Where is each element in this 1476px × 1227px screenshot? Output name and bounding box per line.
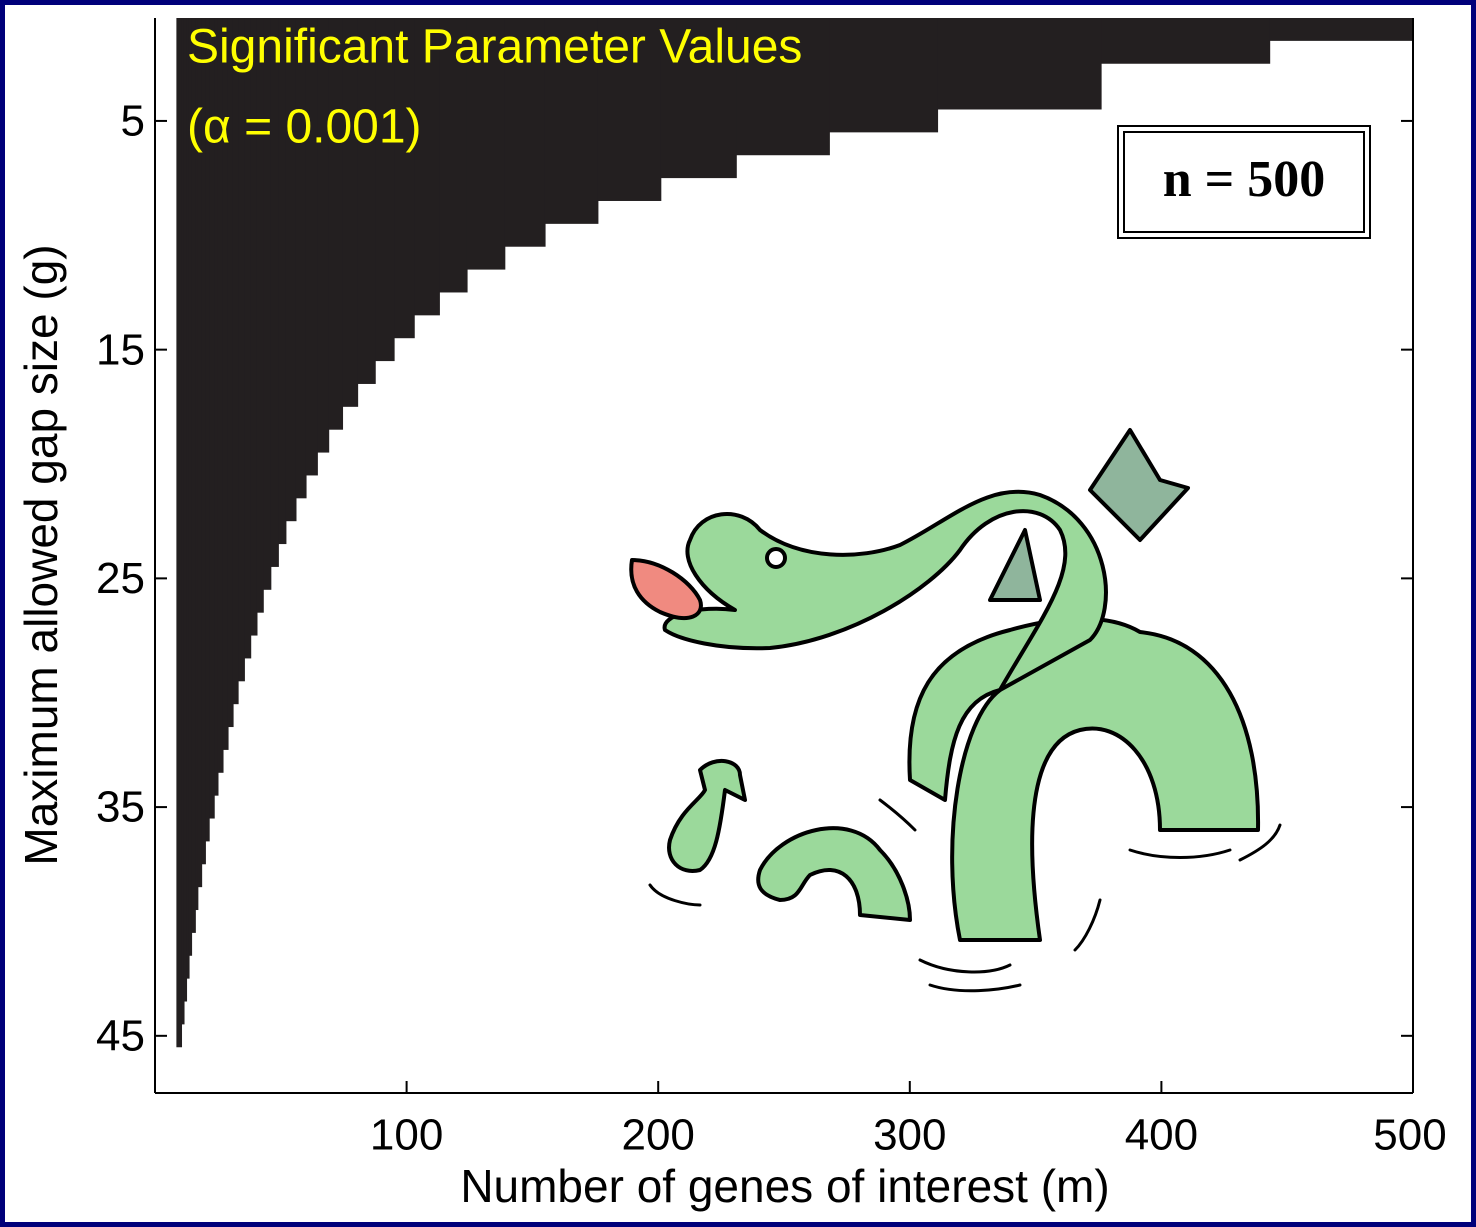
x-tick-label: 100 [370,1111,443,1160]
significant-region [191,18,195,933]
significant-region [937,18,1101,109]
significant-region [286,18,297,521]
x-tick-label: 400 [1125,1111,1198,1160]
annotation: n = 500 [1163,151,1326,208]
y-tick-label: 25 [96,554,145,603]
x-tick-label: 300 [873,1111,946,1160]
significant-region [296,18,307,498]
chart: Significant Parameter Values (α = 0.001)… [0,0,1476,1227]
y-tick-label: 35 [96,783,145,832]
significant-region [1101,18,1270,64]
y-tick-label: 5 [121,97,145,146]
y-axis-label: Maximum allowed gap size (g) [15,244,67,865]
chart-title: Significant Parameter Values [187,21,802,74]
significant-region [176,18,182,1047]
significant-region [317,18,329,453]
significant-region [342,18,358,407]
significant-region [278,18,286,544]
chart-subtitle: (α = 0.001) [187,101,422,154]
y-tick-label: 45 [96,1011,145,1060]
x-tick-label: 500 [1373,1111,1446,1160]
significant-region [829,18,938,132]
y-tick-label: 15 [96,325,145,374]
serpent-eye [767,549,785,567]
significant-region [306,18,318,475]
x-tick-label: 200 [621,1111,694,1160]
x-axis-label: Number of genes of interest (m) [460,1160,1109,1212]
significant-region [329,18,343,430]
significant-region [1270,18,1414,41]
